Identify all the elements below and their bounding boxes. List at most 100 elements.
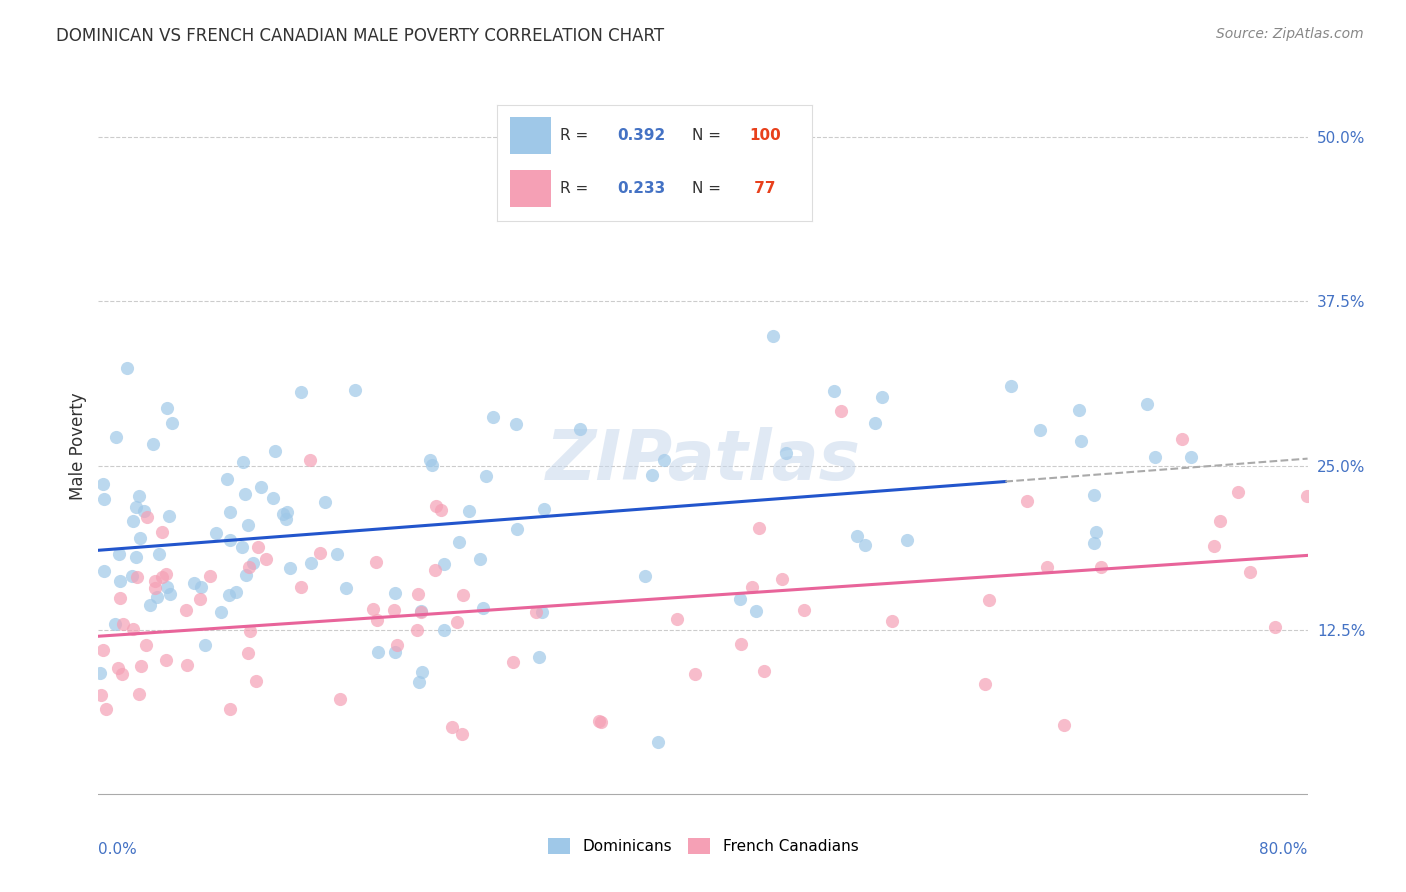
Dominicans bbox=[219, 505, 242, 519]
Dominicans bbox=[262, 491, 284, 505]
Text: Source: ZipAtlas.com: Source: ZipAtlas.com bbox=[1216, 27, 1364, 41]
French Canadians bbox=[127, 570, 149, 584]
French Canadians bbox=[406, 623, 429, 637]
French Canadians bbox=[176, 658, 198, 673]
French Canadians bbox=[309, 546, 332, 560]
Dominicans bbox=[290, 385, 312, 400]
French Canadians bbox=[1264, 619, 1286, 633]
French Canadians bbox=[748, 521, 770, 535]
French Canadians bbox=[408, 587, 430, 601]
Dominicans bbox=[529, 650, 551, 665]
Dominicans bbox=[156, 401, 179, 416]
Dominicans bbox=[217, 471, 239, 485]
Dominicans bbox=[384, 645, 406, 659]
Dominicans bbox=[872, 390, 894, 404]
French Canadians bbox=[830, 404, 852, 418]
French Canadians bbox=[741, 580, 763, 594]
Text: DOMINICAN VS FRENCH CANADIAN MALE POVERTY CORRELATION CHART: DOMINICAN VS FRENCH CANADIAN MALE POVERT… bbox=[56, 27, 665, 45]
Dominicans bbox=[128, 531, 150, 545]
Dominicans bbox=[299, 557, 322, 571]
French Canadians bbox=[973, 676, 995, 690]
Dominicans bbox=[1144, 450, 1167, 464]
French Canadians bbox=[440, 720, 463, 734]
French Canadians bbox=[239, 624, 262, 639]
French Canadians bbox=[430, 503, 453, 517]
Dominicans bbox=[146, 591, 169, 605]
Dominicans bbox=[271, 507, 294, 521]
Dominicans bbox=[264, 444, 287, 458]
Dominicans bbox=[314, 495, 336, 509]
Dominicans bbox=[823, 384, 845, 398]
Dominicans bbox=[408, 675, 430, 690]
Dominicans bbox=[1180, 450, 1202, 464]
French Canadians bbox=[382, 603, 405, 617]
Dominicans bbox=[1083, 536, 1105, 550]
French Canadians bbox=[136, 509, 159, 524]
French Canadians bbox=[409, 605, 432, 619]
Dominicans bbox=[335, 582, 357, 596]
Dominicans bbox=[121, 514, 143, 528]
French Canadians bbox=[1239, 565, 1261, 579]
French Canadians bbox=[366, 613, 388, 627]
Y-axis label: Male Poverty: Male Poverty bbox=[69, 392, 87, 500]
French Canadians bbox=[1202, 540, 1225, 554]
French Canadians bbox=[135, 639, 157, 653]
Dominicans bbox=[219, 533, 242, 547]
Dominicans bbox=[204, 525, 226, 540]
French Canadians bbox=[91, 643, 114, 657]
Dominicans bbox=[409, 604, 432, 618]
Dominicans bbox=[1070, 434, 1092, 449]
French Canadians bbox=[588, 714, 610, 728]
Dominicans bbox=[728, 591, 751, 606]
French Canadians bbox=[290, 580, 312, 594]
Dominicans bbox=[1067, 402, 1090, 417]
French Canadians bbox=[1227, 485, 1250, 500]
French Canadians bbox=[770, 572, 793, 586]
French Canadians bbox=[1015, 493, 1038, 508]
Dominicans bbox=[183, 575, 205, 590]
Dominicans bbox=[853, 538, 876, 552]
Dominicans bbox=[458, 504, 481, 518]
Dominicans bbox=[194, 638, 217, 652]
French Canadians bbox=[254, 551, 277, 566]
Dominicans bbox=[506, 522, 529, 536]
Dominicans bbox=[533, 502, 555, 516]
French Canadians bbox=[111, 666, 134, 681]
Dominicans bbox=[419, 453, 441, 467]
French Canadians bbox=[979, 592, 1001, 607]
Dominicans bbox=[367, 645, 389, 659]
Dominicans bbox=[225, 584, 247, 599]
Dominicans bbox=[132, 504, 155, 518]
French Canadians bbox=[155, 652, 177, 666]
Dominicans bbox=[468, 552, 491, 566]
French Canadians bbox=[1171, 432, 1194, 446]
French Canadians bbox=[1053, 718, 1076, 732]
French Canadians bbox=[524, 605, 547, 619]
Dominicans bbox=[190, 580, 212, 594]
Dominicans bbox=[238, 518, 260, 533]
Dominicans bbox=[384, 585, 406, 599]
Dominicans bbox=[233, 487, 256, 501]
Dominicans bbox=[505, 417, 527, 432]
Legend: Dominicans, French Canadians: Dominicans, French Canadians bbox=[540, 830, 866, 862]
French Canadians bbox=[200, 569, 222, 583]
Dominicans bbox=[157, 509, 180, 524]
Dominicans bbox=[108, 574, 131, 588]
French Canadians bbox=[425, 563, 447, 577]
Dominicans bbox=[125, 500, 148, 514]
French Canadians bbox=[90, 689, 112, 703]
Dominicans bbox=[125, 550, 148, 565]
French Canadians bbox=[150, 570, 173, 584]
Text: 80.0%: 80.0% bbox=[1260, 842, 1308, 856]
French Canadians bbox=[361, 602, 384, 616]
Dominicans bbox=[142, 437, 165, 451]
Dominicans bbox=[472, 601, 495, 615]
French Canadians bbox=[730, 636, 752, 650]
Dominicans bbox=[159, 587, 181, 601]
French Canadians bbox=[94, 702, 117, 716]
French Canadians bbox=[329, 691, 352, 706]
Dominicans bbox=[433, 557, 456, 571]
French Canadians bbox=[218, 702, 240, 716]
Dominicans bbox=[115, 361, 138, 376]
Dominicans bbox=[232, 455, 254, 469]
